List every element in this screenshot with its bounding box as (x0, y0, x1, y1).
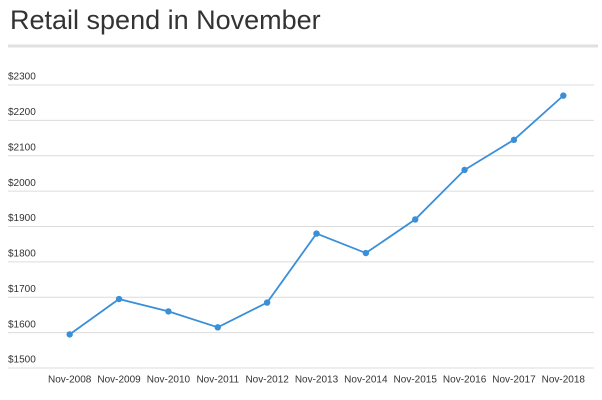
x-tick-label: Nov-2016 (443, 375, 487, 386)
point (66, 331, 73, 338)
x-tick-label: Nov-2017 (492, 375, 536, 386)
x-tick-label: Nov-2018 (542, 375, 586, 386)
x-tick-label: Nov-2009 (97, 375, 141, 386)
x-tick-label: Nov-2010 (147, 375, 191, 386)
point (412, 216, 419, 223)
line (69, 94, 564, 336)
y-tick-label: $2100 (8, 142, 36, 153)
y-tick-label: $1500 (8, 355, 36, 366)
x-tick-label: Nov-2011 (196, 375, 239, 386)
y-tick-label: $1700 (8, 284, 36, 295)
x-tick-label: Nov-2013 (295, 375, 339, 386)
point (461, 166, 468, 174)
x-tick-label: Nov-2014 (344, 375, 388, 386)
x-tick-label: Nov-2012 (245, 375, 289, 386)
y-tick-label: $2300 (8, 72, 36, 83)
point (510, 136, 518, 144)
point (313, 230, 320, 237)
point (263, 299, 271, 306)
point (362, 249, 370, 257)
point (115, 295, 123, 303)
x-tick-label: Nov-2015 (394, 375, 438, 386)
y-tick-label: $1600 (8, 319, 36, 330)
point (165, 308, 172, 315)
point (214, 324, 221, 331)
x-tick-label: Nov-2008 (48, 375, 92, 386)
y-tick-label: $1900 (8, 213, 36, 224)
y-tick-label: $2200 (8, 107, 36, 118)
point (560, 92, 567, 99)
y-tick-label: $1800 (8, 249, 36, 260)
y-tick-label: $2000 (8, 178, 36, 189)
chart-title: Retail spend in November (10, 5, 321, 35)
